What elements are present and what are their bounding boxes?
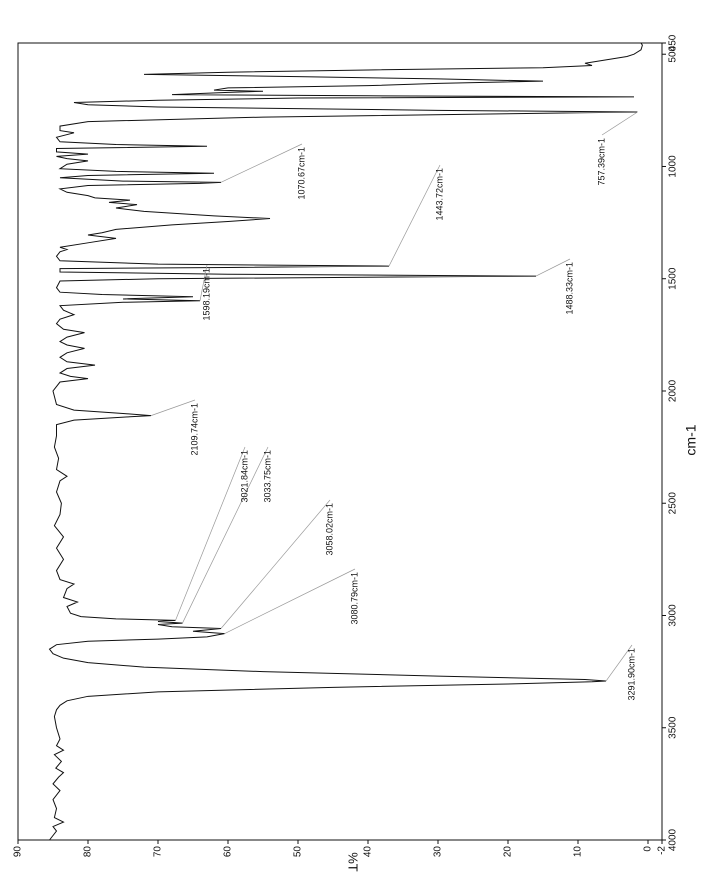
y-tick-label: 30 (433, 846, 444, 858)
annotation-leader (220, 499, 331, 629)
x-tick-label: 3500 (668, 716, 679, 739)
annotation-leader (220, 143, 303, 183)
annotation-leader (150, 399, 196, 416)
y-tick-label: 0 (643, 846, 654, 852)
x-tick-label: 4000 (668, 828, 679, 851)
annotation-label: 1443.72cm-1 (434, 168, 444, 221)
y-tick-label: 70 (153, 846, 164, 858)
x-tick-label: 1000 (668, 155, 679, 178)
y-tick-label: 10 (573, 846, 584, 858)
y-tick-label: 50 (293, 846, 304, 858)
annotation-leader (388, 164, 441, 267)
x-tick-label: 2000 (668, 379, 679, 402)
annotation-label: 3058.02cm-1 (324, 503, 334, 556)
annotation-leader (601, 111, 638, 136)
y-tick-label: 20 (503, 846, 514, 858)
y-tick-label: 80 (83, 846, 94, 858)
annotation-leader (605, 644, 633, 682)
plot-frame (17, 42, 663, 841)
x-tick-label: 3000 (668, 604, 679, 627)
annotation-leader (224, 568, 356, 634)
y-tick-label: 40 (363, 846, 374, 858)
y-tick-label: 90 (13, 846, 24, 858)
annotation-label: 3021.84cm-1 (239, 450, 249, 503)
annotation-label: 1070.67cm-1 (296, 147, 306, 200)
x-tick-label: 450 (668, 34, 679, 51)
x-axis-title: cm-1 (683, 424, 699, 455)
annotation-label: 1598.19cm-1 (201, 268, 211, 321)
spectrum-line (48, 42, 643, 841)
annotation-leader (199, 264, 208, 301)
annotation-label: 3291.90cm-1 (626, 648, 636, 701)
annotation-leader (535, 258, 571, 277)
annotation-leader (175, 446, 246, 621)
annotation-label: 3033.75cm-1 (262, 450, 272, 503)
annotation-label: 757.39cm-1 (596, 138, 606, 186)
annotation-label: 1488.33cm-1 (564, 262, 574, 315)
annotation-leader (182, 446, 269, 624)
x-tick-label: 1500 (668, 267, 679, 290)
x-tick-label: 500 (668, 45, 679, 62)
annotation-label: 3080.79cm-1 (349, 572, 359, 625)
y-tick-label: -2 (657, 846, 668, 855)
x-tick-label: 2500 (668, 492, 679, 515)
y-axis-title: %T (346, 852, 361, 872)
y-tick-label: 60 (223, 846, 234, 858)
annotation-label: 2109.74cm-1 (189, 403, 199, 456)
